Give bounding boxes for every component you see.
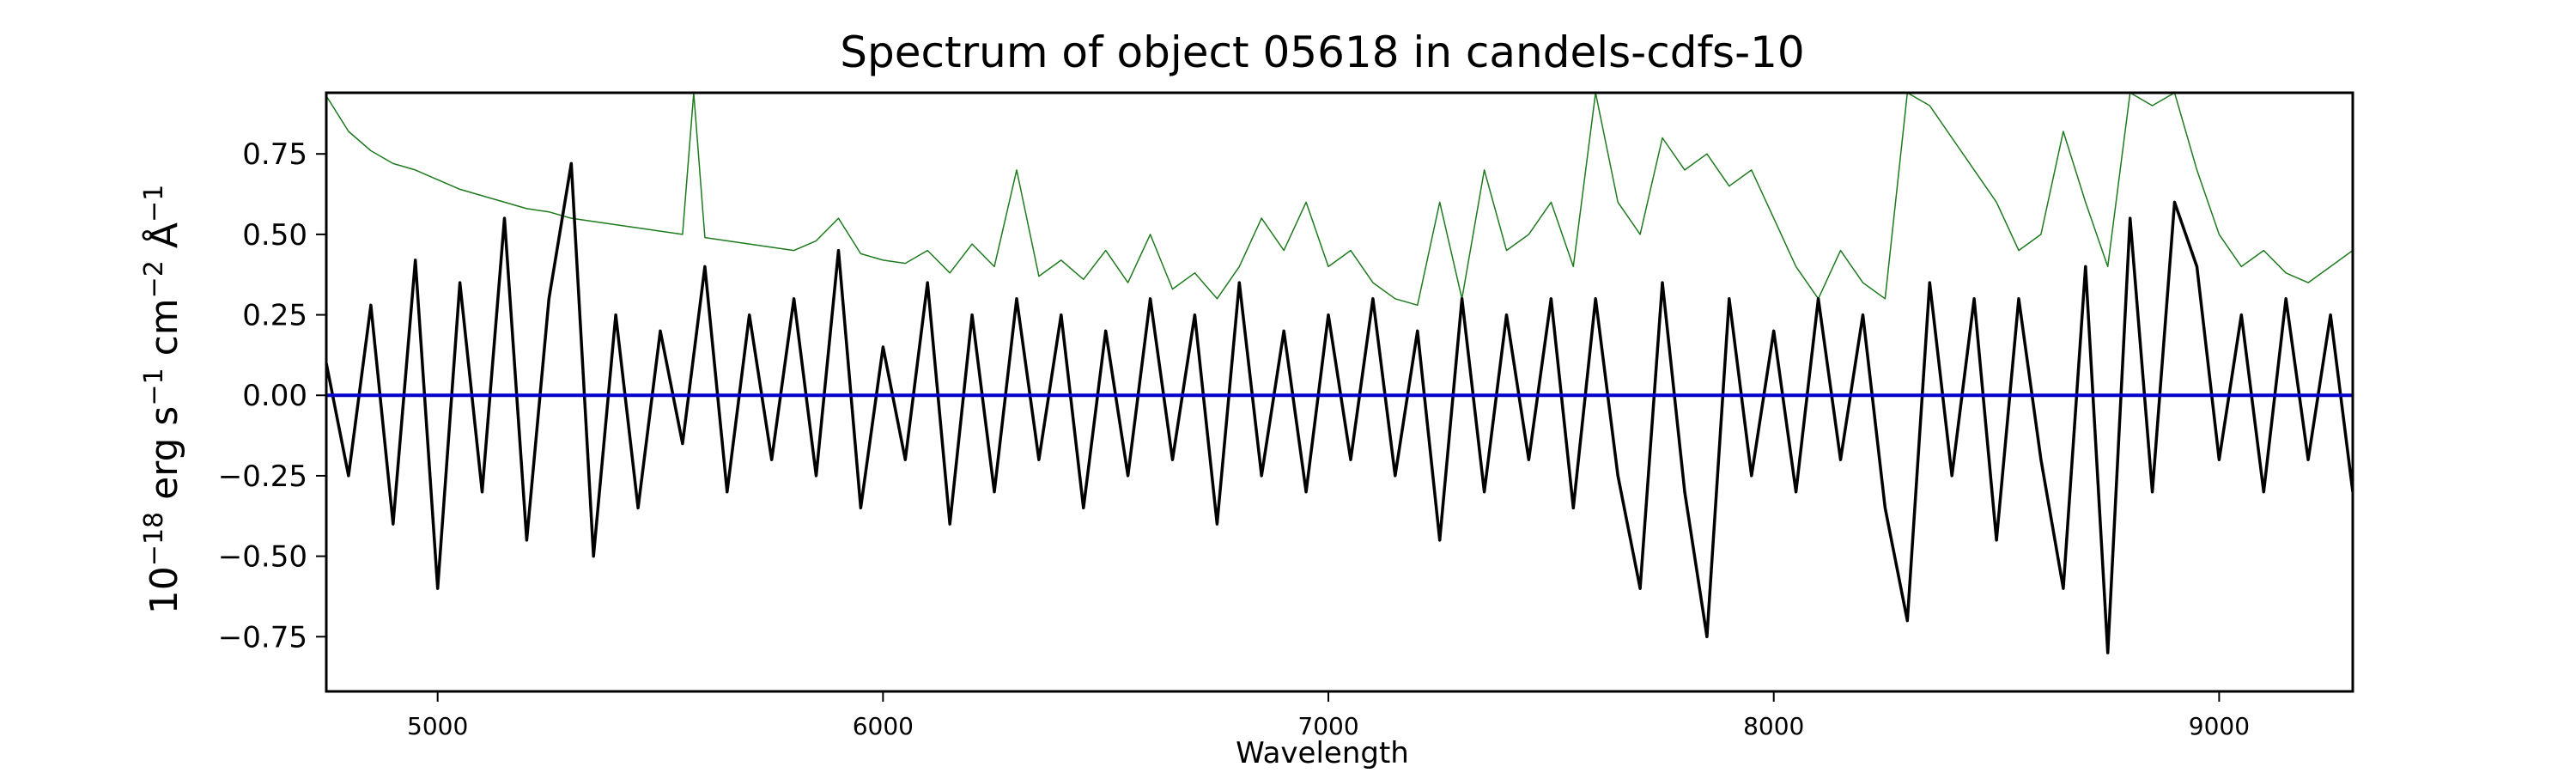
x-axis-ticks: 5000 6000 7000 8000 9000 [407,691,2250,740]
y-axis-ticks: −0.75 −0.50 −0.25 0.00 0.25 0.50 0.75 [218,137,326,654]
x-tick-label: 9000 [2189,712,2250,740]
y-label-erg: erg s [143,406,186,512]
series-line-1 [326,93,2353,307]
y-label-ang: Å [141,222,186,260]
plot-frame [325,91,2354,693]
y-tick-label: 0.00 [242,379,307,413]
y-tick-label: −0.50 [218,540,307,575]
x-tick-label: 8000 [1743,712,1804,740]
y-tick-label: 0.75 [242,137,307,172]
series-line-0 [326,161,2353,654]
series-layer [326,93,2353,654]
y-label-exp3: −2 [139,260,169,298]
chart-title: Spectrum of object 05618 in candels-cdfs… [840,27,1805,77]
y-label-exp1: −18 [139,512,169,566]
x-tick-label: 7000 [1297,712,1358,740]
y-label-exp2: −1 [139,368,169,405]
x-tick-label: 6000 [853,712,914,740]
y-label-exp4: −1 [139,185,169,222]
y-tick-label: −0.25 [218,460,307,494]
x-tick-label: 5000 [407,712,468,740]
y-label-prefix: 10 [143,566,186,614]
y-tick-label: −0.75 [218,620,307,654]
x-axis-label: Wavelength [1236,736,1409,770]
y-axis-label: 10−18 erg s−1 cm−2 Å−1 [139,185,187,614]
y-tick-label: 0.50 [242,218,307,253]
y-label-cm: cm [143,298,186,368]
y-tick-label: 0.25 [242,299,307,333]
